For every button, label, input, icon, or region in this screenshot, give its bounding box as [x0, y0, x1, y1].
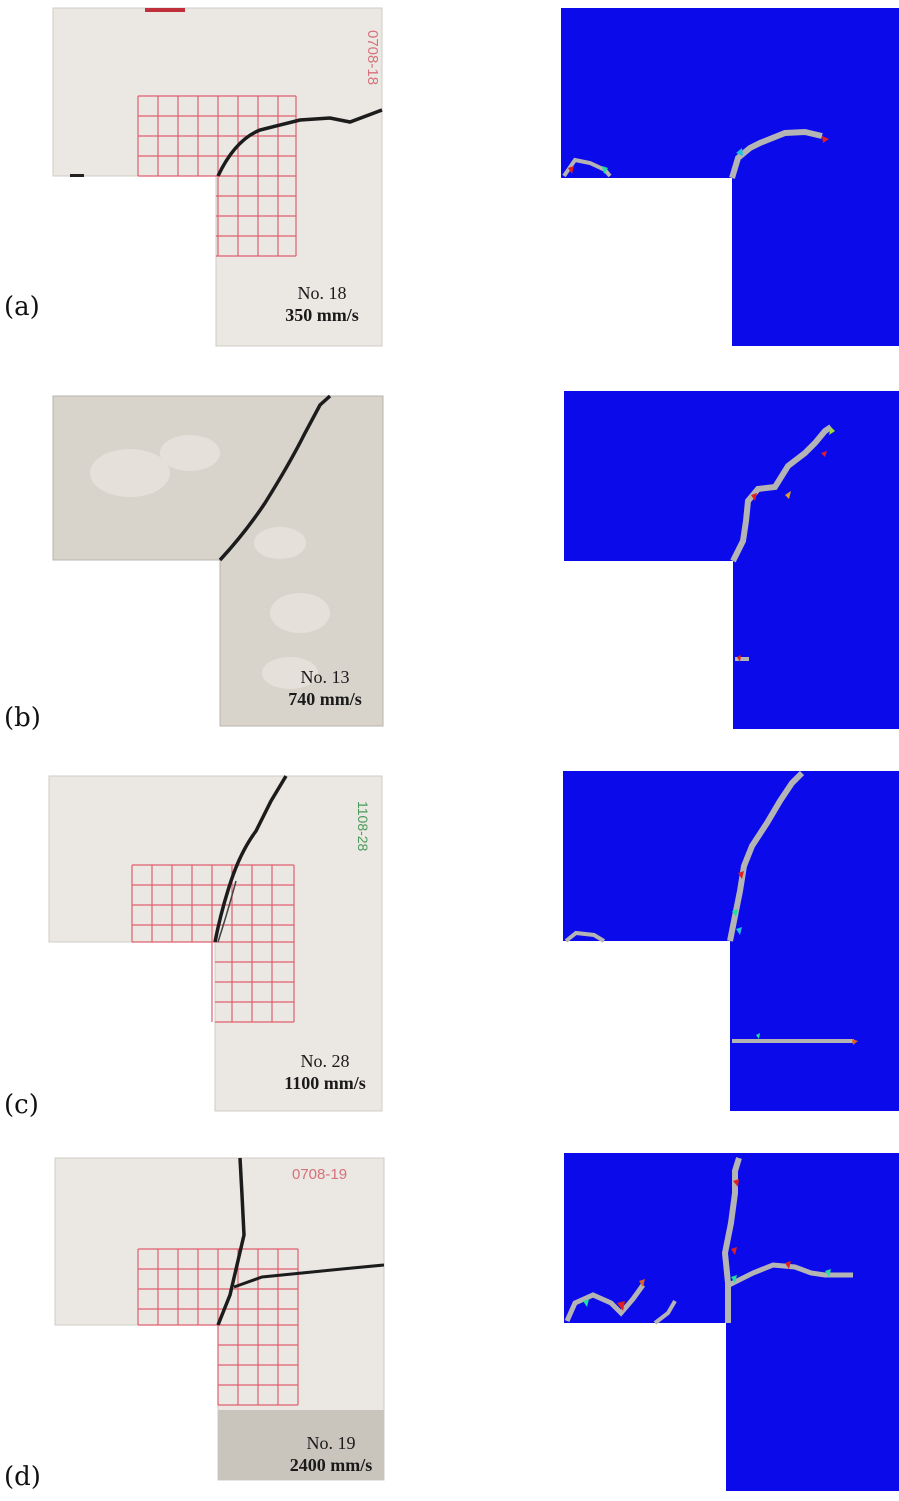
- figure-row-c: 1108-28 No. 28 1100 mm/s (c): [0, 768, 899, 1128]
- caption-c: No. 28 1100 mm/s: [263, 1050, 387, 1094]
- specimen-photo-d: 0708-19: [54, 1157, 385, 1481]
- specimen-number-c: No. 28: [300, 1051, 350, 1071]
- specimen-photo-a: 0708-18: [52, 7, 383, 347]
- specimen-photo-c: 1108-28: [48, 775, 383, 1112]
- caption-a: No. 18 350 mm/s: [266, 282, 378, 326]
- specimen-photo-b: [52, 394, 384, 727]
- handwritten-mark-a: 0708-18: [364, 30, 381, 85]
- specimen-number-b: No. 13: [300, 667, 350, 687]
- panel-label-b: (b): [4, 703, 41, 733]
- panel-label-d: (d): [4, 1462, 41, 1492]
- handwritten-mark-c: 1108-28: [355, 801, 371, 852]
- figure-row-a: 0708-18 No. 18 350 mm/s (a): [0, 0, 899, 360]
- figure-row-b: No. 13 740 mm/s (b): [0, 385, 899, 745]
- speed-label-b: 740 mm/s: [288, 689, 362, 709]
- simulation-result-b: [564, 391, 899, 729]
- handwritten-mark-d: 0708-19: [292, 1166, 347, 1183]
- caption-b: No. 13 740 mm/s: [270, 666, 380, 710]
- simulation-result-c: [563, 771, 899, 1111]
- figure-row-d: 0708-19 No. 19 2400 mm/s (d): [0, 1150, 899, 1501]
- speed-label-a: 350 mm/s: [285, 305, 359, 325]
- panel-label-a: (a): [4, 292, 40, 322]
- simulation-result-d: [564, 1153, 899, 1491]
- speed-label-c: 1100 mm/s: [284, 1073, 366, 1093]
- speed-label-d: 2400 mm/s: [289, 1455, 373, 1475]
- caption-d: No. 19 2400 mm/s: [276, 1432, 386, 1476]
- specimen-number-a: No. 18: [297, 283, 347, 303]
- simulation-result-a: [561, 8, 899, 346]
- panel-label-c: (c): [4, 1090, 39, 1120]
- specimen-number-d: No. 19: [306, 1433, 356, 1453]
